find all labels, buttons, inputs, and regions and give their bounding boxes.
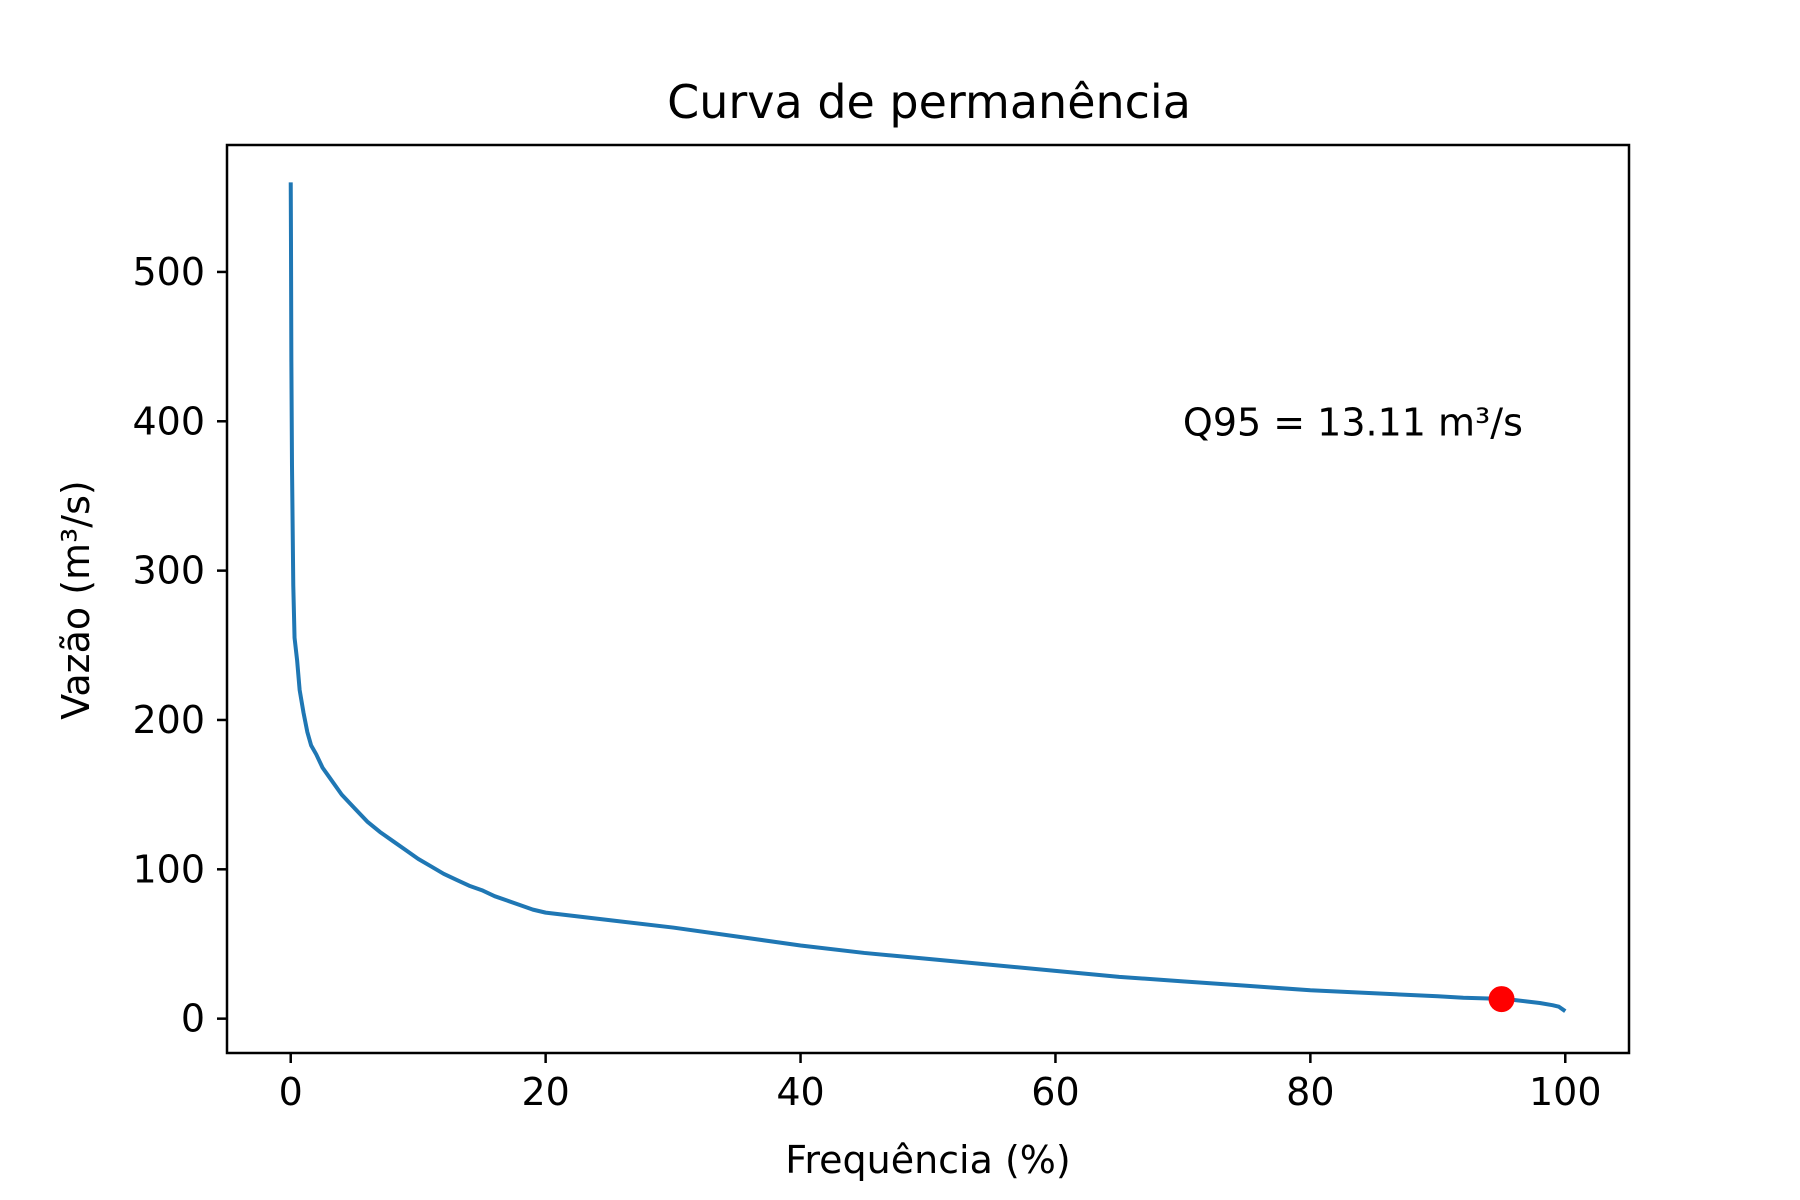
y-tick-label: 300 (132, 549, 205, 593)
q95-point (1488, 986, 1515, 1013)
y-axis-ticks: 0 100 200 300 400 500 (132, 250, 227, 1041)
y-tick-label: 0 (181, 997, 205, 1041)
x-tick-label: 100 (1529, 1070, 1602, 1114)
x-axis-label: Frequência (%) (785, 1138, 1071, 1182)
series-line-0 (288, 182, 1567, 1013)
y-tick-label: 400 (132, 399, 205, 443)
chart-title: Curva de permanência (667, 75, 1191, 129)
q95-annotation: Q95 = 13.11 m³/s (1183, 400, 1523, 444)
axes-frame (225, 143, 1631, 1055)
plot-area: Q95 = 13.11 m³/s (288, 182, 1567, 1013)
x-axis-ticks: 0 20 40 60 80 100 (279, 1053, 1602, 1114)
y-axis-label: Vazão (m³/s) (54, 480, 98, 719)
x-tick-label: 20 (521, 1070, 569, 1114)
x-tick-label: 60 (1031, 1070, 1079, 1114)
x-tick-label: 40 (776, 1070, 824, 1114)
y-tick-label: 500 (132, 250, 205, 294)
x-tick-label: 80 (1286, 1070, 1334, 1114)
y-tick-label: 200 (132, 698, 205, 742)
y-tick-label: 100 (132, 847, 205, 891)
x-tick-label: 0 (279, 1070, 303, 1114)
